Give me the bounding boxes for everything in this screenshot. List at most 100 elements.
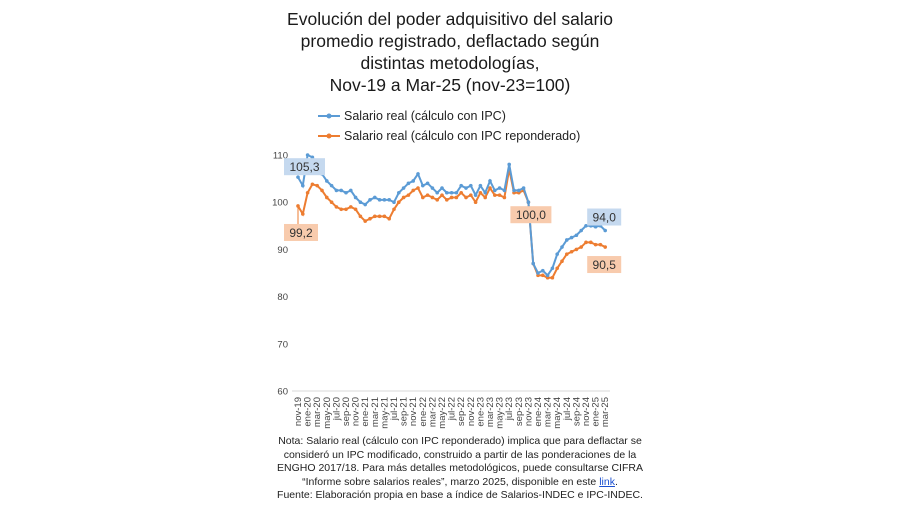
data-label: 94,0: [593, 211, 617, 225]
legend-item-ipc-reponderado: Salario real (cálculo con IPC reponderad…: [318, 126, 580, 146]
data-point: [315, 183, 320, 188]
data-point: [301, 183, 305, 188]
legend-item-ipc: Salario real (cálculo con IPC): [318, 106, 580, 126]
x-tick-label: mar-22: [427, 397, 438, 427]
data-point: [555, 266, 559, 271]
x-tick-label: sep-20: [341, 397, 352, 426]
data-point: [574, 233, 579, 238]
data-point: [603, 245, 607, 249]
legend-label: Salario real (cálculo con IPC): [344, 109, 506, 123]
data-point: [421, 195, 425, 200]
data-point: [310, 182, 315, 187]
x-tick-label: ene-22: [418, 397, 429, 427]
data-point: [435, 198, 440, 202]
data-point: [329, 200, 334, 204]
x-tick-label: nov-23: [523, 397, 534, 426]
data-point: [464, 186, 468, 190]
x-tick-label: jul-24: [562, 397, 573, 421]
data-point: [430, 186, 435, 190]
data-point: [473, 193, 478, 197]
x-tick-label: jul-20: [331, 397, 342, 421]
data-point: [358, 214, 363, 219]
data-point: [574, 247, 579, 252]
data-point: [545, 273, 550, 278]
data-point: [406, 181, 411, 186]
data-point: [449, 195, 454, 200]
report-link[interactable]: link: [599, 475, 615, 488]
data-point: [305, 190, 310, 195]
data-point: [363, 219, 368, 223]
x-tick-label: sep-23: [514, 397, 525, 426]
x-tick-label: nov-21: [408, 397, 419, 426]
x-tick-label: may-24: [552, 397, 563, 429]
data-point: [593, 242, 598, 247]
data-point: [483, 195, 488, 200]
data-point: [459, 183, 464, 188]
note-line: Nota: Salario real (cálculo con IPC repo…: [278, 435, 642, 447]
data-point: [344, 207, 348, 212]
x-tick-label: ene-21: [360, 397, 371, 427]
data-point: [598, 242, 603, 247]
note-line: consideró un IPC modificado, construido …: [283, 448, 637, 461]
data-point: [435, 190, 440, 195]
data-point: [377, 214, 382, 219]
data-point: [541, 268, 545, 273]
data-point: [459, 190, 464, 195]
data-point: [401, 195, 406, 200]
x-tick-label: sep-22: [456, 397, 467, 426]
data-point: [320, 188, 324, 193]
data-point: [334, 188, 339, 193]
x-tick-label: ene-24: [533, 397, 544, 427]
x-tick-label: sep-24: [571, 397, 582, 426]
data-point: [334, 205, 339, 209]
legend-label: Salario real (cálculo con IPC reponderad…: [344, 129, 581, 143]
x-tick-label: jul-23: [504, 397, 515, 421]
x-tick-label: sep-21: [399, 397, 410, 426]
data-point: [473, 200, 478, 204]
x-tick-label: nov-19: [293, 397, 304, 426]
y-tick-label: 70: [277, 339, 288, 350]
y-tick-label: 110: [273, 151, 288, 162]
legend-marker-blue: [318, 113, 340, 119]
data-point: [363, 202, 368, 207]
data-point: [469, 183, 473, 188]
data-point: [349, 205, 353, 209]
data-point: [401, 186, 406, 190]
data-point: [579, 245, 583, 249]
data-point: [445, 190, 449, 195]
legend: Salario real (cálculo con IPC) Salario r…: [318, 106, 580, 146]
data-point: [425, 181, 430, 186]
note-text: .: [614, 475, 618, 488]
data-point: [497, 193, 502, 197]
data-point: [416, 186, 420, 190]
data-point: [416, 172, 420, 176]
data-point: [344, 190, 348, 195]
x-tick-label: mar-25: [600, 397, 611, 427]
data-point: [305, 153, 310, 157]
data-point: [397, 190, 401, 195]
data-point: [454, 195, 459, 200]
data-point: [349, 188, 353, 193]
data-point: [589, 240, 593, 245]
data-point: [536, 271, 540, 275]
chart-title: Evolución del poder adquisitivo del sala…: [200, 8, 700, 96]
data-point: [483, 190, 488, 195]
data-point: [478, 190, 483, 195]
data-point: [517, 188, 521, 193]
data-point: [296, 175, 300, 179]
data-label-box: [284, 158, 325, 176]
x-tick-label: nov-20: [351, 397, 362, 426]
title-line: Evolución del poder adquisitivo del sala…: [287, 9, 613, 29]
data-point: [488, 186, 492, 190]
x-tick-label: nov-22: [466, 397, 477, 426]
legend-marker-orange: [318, 133, 340, 139]
data-point: [584, 240, 588, 245]
data-point: [353, 207, 358, 212]
data-point: [358, 200, 363, 204]
data-point: [373, 195, 377, 200]
data-point: [560, 245, 564, 249]
data-point: [449, 190, 454, 195]
data-point: [397, 200, 401, 204]
data-point: [603, 228, 607, 233]
data-point: [406, 193, 411, 197]
